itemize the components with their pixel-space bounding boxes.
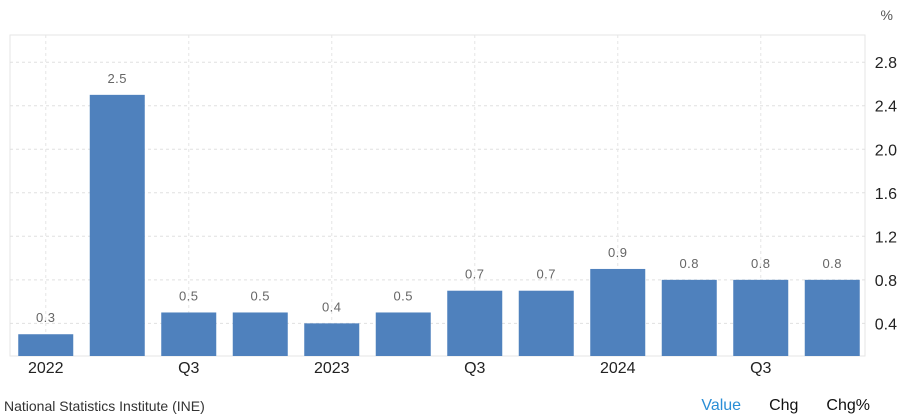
value-labels: 0.3 2.5 0.5 0.5 0.4 0.5 0.7 0.7 0.9 0.8 0.8 0.8	[36, 71, 842, 325]
bar[interactable]	[89, 94, 145, 356]
bar-value-label: 0.5	[393, 288, 413, 303]
tab-chg-percent[interactable]: Chg%	[826, 397, 870, 414]
bar[interactable]	[804, 279, 860, 356]
x-tick-label: Q3	[464, 360, 485, 377]
bar-value-label: 0.5	[250, 288, 270, 303]
bar[interactable]	[590, 268, 646, 356]
bar[interactable]	[161, 312, 217, 356]
bar[interactable]	[304, 323, 360, 356]
x-tick-label: 2024	[600, 360, 636, 377]
tab-value[interactable]: Value	[701, 397, 742, 414]
bar-value-label: 0.8	[822, 256, 842, 271]
bar-value-label: 0.3	[36, 310, 56, 325]
bar-value-label: 0.8	[751, 256, 771, 271]
bar[interactable]	[375, 312, 431, 356]
y-tick-label: 1.2	[875, 229, 897, 246]
view-tabs: Value Chg Chg%	[701, 397, 870, 415]
y-unit-label: %	[881, 7, 893, 23]
bar-value-label: 0.4	[322, 299, 342, 314]
y-tick-label: 0.8	[875, 273, 897, 290]
bar[interactable]	[232, 312, 288, 356]
bar[interactable]	[733, 279, 789, 356]
x-tick-label: Q3	[750, 360, 771, 377]
gridlines	[9, 34, 866, 357]
x-tick-label: 2022	[28, 360, 64, 377]
y-axis: % 0.4 0.8 1.2 1.6 2.0 2.4 2.8	[875, 7, 897, 333]
bar[interactable]	[447, 290, 503, 356]
bar-value-label: 0.5	[179, 288, 199, 303]
bar-value-label: 0.7	[465, 267, 485, 282]
y-tick-label: 1.6	[875, 186, 897, 203]
bar-value-label: 0.8	[679, 256, 699, 271]
x-tick-label: Q3	[178, 360, 199, 377]
bar[interactable]	[518, 290, 574, 356]
tab-chg[interactable]: Chg	[769, 397, 799, 414]
y-tick-label: 2.4	[875, 99, 897, 116]
y-tick-label: 2.8	[875, 55, 897, 72]
plot-frame	[9, 34, 866, 357]
x-tick-label: 2023	[314, 360, 350, 377]
bar-value-label: 0.9	[608, 245, 628, 260]
source-label: National Statistics Institute (INE)	[4, 398, 205, 414]
bar-value-label: 2.5	[107, 71, 127, 86]
x-axis: 2022 Q3 2023 Q3 2024 Q3	[28, 360, 772, 377]
bar-value-label: 0.7	[536, 267, 556, 282]
y-tick-label: 2.0	[875, 142, 897, 159]
bar[interactable]	[18, 334, 74, 356]
bars	[18, 94, 860, 356]
y-tick-label: 0.4	[875, 316, 897, 333]
bar[interactable]	[661, 279, 717, 356]
